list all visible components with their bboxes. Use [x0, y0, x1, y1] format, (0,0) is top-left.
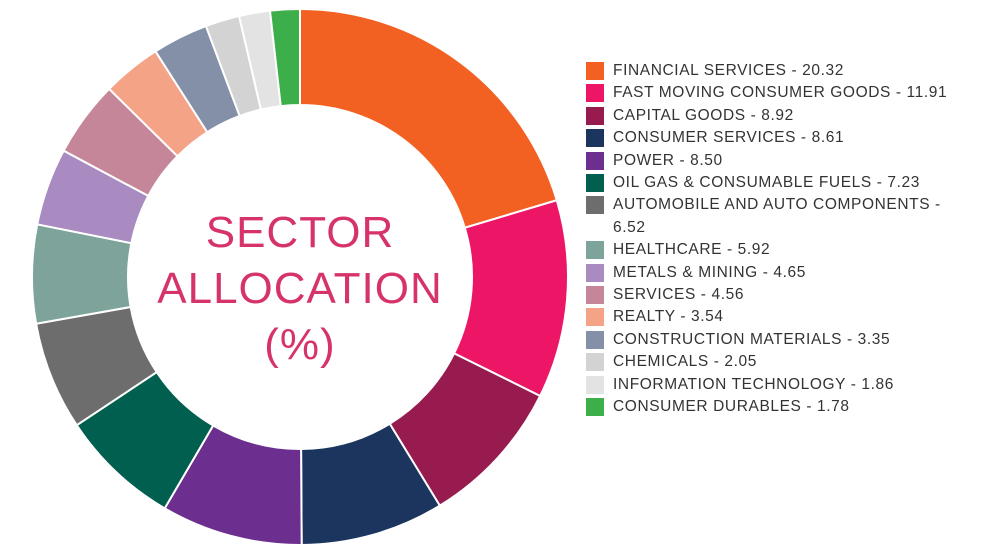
legend-swatch [586, 84, 604, 103]
legend-swatch [586, 330, 604, 349]
legend-label: CAPITAL GOODS - 8.92 [613, 106, 794, 124]
legend-swatch [586, 129, 604, 148]
legend-item: CAPITAL GOODS - 8.92 [586, 105, 986, 127]
legend-swatch [586, 174, 604, 193]
legend-label: AUTOMOBILE AND AUTO COMPONENTS - 6.52 [613, 196, 941, 236]
legend-swatch [586, 398, 604, 417]
legend-item: CONSUMER DURABLES - 1.78 [586, 396, 986, 418]
legend-item: METALS & MINING - 4.65 [586, 262, 986, 284]
legend-item: HEALTHCARE - 5.92 [586, 239, 986, 261]
legend-item: OIL GAS & CONSUMABLE FUELS - 7.23 [586, 172, 986, 194]
legend-item: REALTY - 3.54 [586, 306, 986, 328]
legend-swatch [586, 263, 604, 282]
legend-swatch [586, 286, 604, 305]
slice [268, 7, 301, 108]
legend-item: SERVICES - 4.56 [586, 284, 986, 306]
legend-label: HEALTHCARE - 5.92 [613, 241, 771, 259]
slice [299, 7, 559, 229]
legend-label: OIL GAS & CONSUMABLE FUELS - 7.23 [613, 174, 920, 192]
legend-item: CHEMICALS - 2.05 [586, 351, 986, 373]
legend-item: FAST MOVING CONSUMER GOODS - 11.91 [586, 82, 986, 104]
legend-label: CONSUMER SERVICES - 8.61 [613, 129, 845, 147]
legend-label: METALS & MINING - 4.65 [613, 263, 806, 281]
legend-swatch [586, 241, 604, 260]
legend-item: INFORMATION TECHNOLOGY - 1.86 [586, 374, 986, 396]
legend-label: SERVICES - 4.56 [613, 286, 745, 304]
legend-item: AUTOMOBILE AND AUTO COMPONENTS - 6.52 [586, 194, 986, 239]
legend-swatch [586, 62, 604, 80]
legend-item: FINANCIAL SERVICES - 20.32 [586, 60, 986, 82]
legend-label: FINANCIAL SERVICES - 20.32 [613, 62, 844, 79]
chart-title: SECTOR ALLOCATION (%) [157, 208, 443, 369]
legend-label: CONSUMER DURABLES - 1.78 [613, 398, 850, 416]
legend-label: CHEMICALS - 2.05 [613, 353, 757, 371]
legend-swatch [586, 106, 604, 125]
legend-label: CONSTRUCTION MATERIALS - 3.35 [613, 330, 891, 348]
legend-label: INFORMATION TECHNOLOGY - 1.86 [613, 375, 894, 393]
legend-label: FAST MOVING CONSUMER GOODS - 11.91 [613, 84, 948, 102]
donut [31, 7, 569, 547]
legend-swatch [586, 353, 604, 372]
legend-item: CONSTRUCTION MATERIALS - 3.35 [586, 329, 986, 351]
legend-swatch [586, 375, 604, 394]
legend-item: POWER - 8.50 [586, 150, 986, 172]
legend-swatch [586, 196, 604, 215]
legend-label: REALTY - 3.54 [613, 308, 724, 326]
legend: FINANCIAL SERVICES - 20.32 FAST MOVING CO… [586, 60, 986, 419]
legend-item: CONSUMER SERVICES - 8.61 [586, 127, 986, 149]
legend-swatch [586, 308, 604, 327]
legend-swatch [586, 151, 604, 170]
legend-label: POWER - 8.50 [613, 151, 723, 169]
